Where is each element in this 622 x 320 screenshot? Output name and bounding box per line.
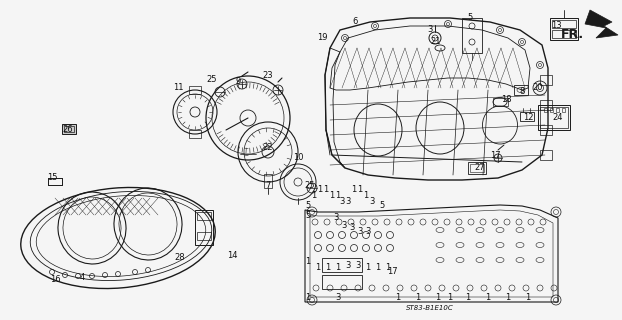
Text: 1: 1: [335, 191, 341, 201]
Text: 27: 27: [475, 164, 485, 172]
Text: 23: 23: [262, 70, 273, 79]
Text: 1: 1: [358, 186, 363, 195]
Text: 3: 3: [345, 197, 351, 206]
Text: 1: 1: [315, 263, 320, 273]
Text: 1: 1: [323, 186, 328, 195]
Text: 17: 17: [490, 150, 500, 159]
Bar: [197, 232, 211, 240]
Bar: [470, 164, 484, 172]
Text: 1: 1: [465, 293, 471, 302]
Text: 3: 3: [350, 223, 355, 233]
Text: 1: 1: [305, 258, 310, 267]
Text: 14: 14: [227, 251, 237, 260]
Text: 13: 13: [550, 20, 561, 29]
Text: 1: 1: [435, 293, 440, 302]
Text: ST83-B1E10C: ST83-B1E10C: [406, 305, 454, 311]
Text: 1: 1: [363, 191, 369, 201]
Text: 3: 3: [365, 228, 371, 236]
Text: 10: 10: [293, 154, 304, 163]
Text: 8: 8: [519, 87, 525, 97]
Text: FR.: FR.: [560, 28, 583, 41]
Text: 1: 1: [526, 293, 531, 302]
Bar: [520, 112, 534, 121]
Text: 6: 6: [352, 18, 358, 27]
Text: 1: 1: [365, 263, 371, 273]
Text: 1: 1: [325, 263, 331, 273]
Bar: [556, 108, 559, 112]
Text: 5: 5: [305, 201, 310, 210]
Text: 5: 5: [305, 211, 310, 220]
Bar: [540, 150, 552, 160]
Bar: [64, 126, 74, 132]
Text: 5: 5: [379, 201, 384, 210]
Text: 1: 1: [485, 293, 491, 302]
Bar: [552, 20, 576, 28]
Bar: [195, 210, 213, 245]
Text: 20: 20: [533, 84, 543, 92]
Bar: [540, 100, 552, 110]
Text: 25: 25: [207, 76, 217, 84]
Text: 1: 1: [415, 293, 420, 302]
Text: 12: 12: [522, 114, 533, 123]
Bar: [540, 125, 552, 135]
Text: 19: 19: [317, 34, 327, 43]
Bar: [468, 162, 486, 174]
Text: 21: 21: [431, 37, 441, 46]
Text: 1: 1: [386, 263, 391, 273]
Bar: [540, 75, 552, 85]
Text: 3: 3: [333, 213, 339, 222]
Text: 9: 9: [235, 77, 241, 86]
Bar: [189, 130, 201, 138]
Bar: [544, 108, 547, 112]
Text: 22: 22: [262, 143, 273, 153]
Text: 16: 16: [50, 276, 60, 284]
Polygon shape: [585, 10, 618, 38]
Text: 5: 5: [467, 13, 473, 22]
Text: 1: 1: [505, 293, 511, 302]
Text: 1: 1: [312, 191, 317, 201]
Bar: [322, 258, 362, 272]
Text: 3: 3: [427, 26, 433, 35]
Bar: [62, 124, 76, 134]
Text: 3: 3: [341, 220, 346, 229]
Text: 17: 17: [387, 268, 397, 276]
Text: 25: 25: [305, 180, 315, 189]
Text: 1: 1: [396, 293, 401, 302]
Text: 11: 11: [173, 84, 183, 92]
Text: 1: 1: [335, 263, 341, 273]
Text: 15: 15: [47, 173, 57, 182]
Text: 3: 3: [369, 197, 374, 206]
Bar: [550, 18, 578, 40]
Text: 3: 3: [345, 260, 351, 269]
Bar: [493, 98, 508, 106]
Text: 1: 1: [447, 293, 453, 302]
Text: 1: 1: [305, 293, 310, 302]
Text: 1: 1: [330, 191, 335, 201]
Text: 3: 3: [357, 228, 363, 236]
Text: 7: 7: [266, 180, 271, 189]
Text: 1: 1: [375, 263, 381, 273]
Text: 24: 24: [553, 114, 564, 123]
Text: 1: 1: [351, 186, 356, 195]
Text: 3: 3: [335, 293, 341, 302]
Text: 26: 26: [63, 125, 73, 134]
Bar: [552, 30, 576, 38]
Bar: [197, 212, 211, 220]
Text: 18: 18: [501, 95, 511, 105]
Text: 28: 28: [175, 253, 185, 262]
Bar: [264, 174, 272, 188]
Bar: [514, 85, 528, 95]
Text: 3: 3: [355, 260, 361, 269]
Bar: [538, 105, 570, 130]
Bar: [562, 108, 565, 112]
Bar: [462, 18, 482, 53]
Bar: [550, 108, 553, 112]
Text: 3: 3: [340, 197, 345, 206]
Text: 1: 1: [317, 186, 323, 195]
Bar: [540, 107, 568, 128]
Bar: [189, 86, 201, 94]
Bar: [322, 275, 362, 289]
Text: 4: 4: [80, 274, 85, 283]
